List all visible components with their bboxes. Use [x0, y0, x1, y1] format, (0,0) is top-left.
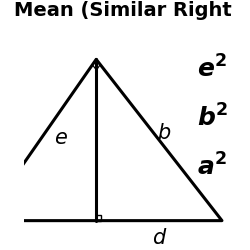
Text: b: b — [157, 123, 170, 143]
Text: $\boldsymbol{b}^{\mathbf{2}}$: $\boldsymbol{b}^{\mathbf{2}}$ — [197, 104, 228, 132]
Text: $\boldsymbol{e}^{\mathbf{2}}$: $\boldsymbol{e}^{\mathbf{2}}$ — [197, 56, 227, 83]
Text: $\boldsymbol{a}^{\mathbf{2}}$: $\boldsymbol{a}^{\mathbf{2}}$ — [197, 153, 227, 180]
Text: Mean (Similar Right: Mean (Similar Right — [14, 1, 232, 20]
Bar — [96, 215, 101, 221]
Text: e: e — [54, 128, 67, 148]
Text: d: d — [152, 228, 166, 248]
